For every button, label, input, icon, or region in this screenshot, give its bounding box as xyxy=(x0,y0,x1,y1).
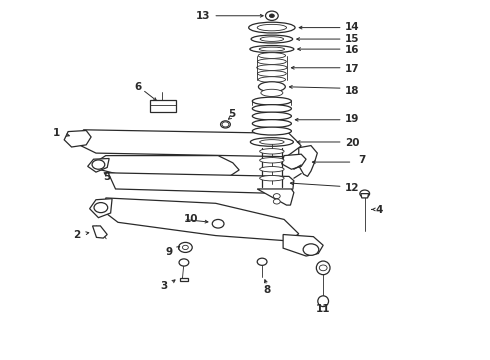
Circle shape xyxy=(92,160,105,169)
Ellipse shape xyxy=(252,127,292,135)
Circle shape xyxy=(303,244,319,255)
Ellipse shape xyxy=(260,167,284,172)
Ellipse shape xyxy=(250,138,294,146)
Circle shape xyxy=(273,199,280,204)
Text: 9: 9 xyxy=(166,247,173,257)
Text: 11: 11 xyxy=(316,304,330,314)
Text: 19: 19 xyxy=(345,114,360,124)
Ellipse shape xyxy=(258,82,285,92)
Circle shape xyxy=(266,11,278,21)
Polygon shape xyxy=(283,234,323,256)
Circle shape xyxy=(182,245,188,249)
Text: 8: 8 xyxy=(263,285,270,296)
Text: 2: 2 xyxy=(73,230,80,239)
Circle shape xyxy=(273,194,280,199)
Ellipse shape xyxy=(259,47,285,51)
Ellipse shape xyxy=(260,158,284,163)
Polygon shape xyxy=(74,130,301,157)
Ellipse shape xyxy=(260,37,284,41)
Ellipse shape xyxy=(257,65,287,71)
Polygon shape xyxy=(282,154,306,169)
Circle shape xyxy=(319,265,327,271)
Text: 14: 14 xyxy=(345,22,360,32)
Text: 18: 18 xyxy=(345,86,360,96)
Polygon shape xyxy=(257,189,294,205)
Polygon shape xyxy=(361,194,368,198)
Polygon shape xyxy=(98,156,239,178)
Circle shape xyxy=(360,190,369,197)
Circle shape xyxy=(94,203,108,213)
Circle shape xyxy=(257,258,267,265)
Text: 6: 6 xyxy=(134,82,141,92)
Ellipse shape xyxy=(260,149,284,154)
Text: 20: 20 xyxy=(345,138,360,148)
Text: 5: 5 xyxy=(103,172,111,182)
Polygon shape xyxy=(108,173,294,194)
Ellipse shape xyxy=(318,296,329,307)
Text: 5: 5 xyxy=(228,109,235,119)
Polygon shape xyxy=(179,278,188,281)
Polygon shape xyxy=(106,198,299,241)
Ellipse shape xyxy=(261,89,283,96)
Ellipse shape xyxy=(252,112,292,120)
Ellipse shape xyxy=(258,77,286,82)
Circle shape xyxy=(270,14,274,18)
Ellipse shape xyxy=(250,45,294,53)
Polygon shape xyxy=(90,199,112,218)
Text: 1: 1 xyxy=(53,129,60,138)
Circle shape xyxy=(222,122,229,127)
Circle shape xyxy=(178,242,192,252)
Circle shape xyxy=(212,220,224,228)
Polygon shape xyxy=(64,131,91,147)
Text: 13: 13 xyxy=(196,11,211,21)
Ellipse shape xyxy=(257,24,287,31)
Ellipse shape xyxy=(317,261,330,275)
Text: 7: 7 xyxy=(359,155,366,165)
Text: 17: 17 xyxy=(345,64,360,74)
Polygon shape xyxy=(299,145,318,176)
Ellipse shape xyxy=(248,22,295,33)
Circle shape xyxy=(179,259,189,266)
Ellipse shape xyxy=(257,59,286,64)
Polygon shape xyxy=(93,226,107,238)
Ellipse shape xyxy=(260,176,284,181)
Text: 12: 12 xyxy=(345,183,360,193)
Ellipse shape xyxy=(257,71,286,76)
Ellipse shape xyxy=(252,105,292,113)
Ellipse shape xyxy=(260,140,284,144)
Ellipse shape xyxy=(251,35,293,43)
Polygon shape xyxy=(150,100,175,112)
Text: 4: 4 xyxy=(376,206,383,216)
Ellipse shape xyxy=(252,97,292,105)
Ellipse shape xyxy=(258,53,286,58)
Text: 3: 3 xyxy=(161,281,168,291)
Text: 16: 16 xyxy=(345,45,360,55)
Text: 10: 10 xyxy=(184,215,198,224)
Ellipse shape xyxy=(252,120,292,127)
Text: 15: 15 xyxy=(345,34,360,44)
Polygon shape xyxy=(88,158,109,172)
Ellipse shape xyxy=(220,121,230,128)
